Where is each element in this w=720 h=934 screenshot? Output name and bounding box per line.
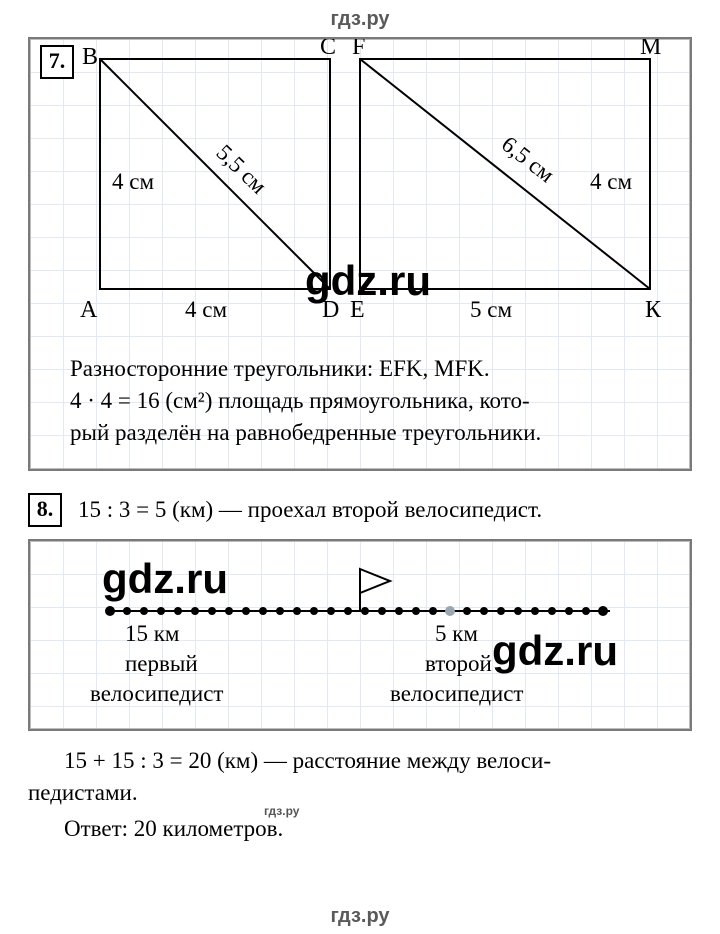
seg2-km: 5 км [435, 621, 478, 646]
rect-right-side: 4 см [590, 169, 632, 194]
seg2-who2: велосипедист [390, 681, 524, 706]
task8-diagram: 15 км первый велосипедист 5 км второй ве… [30, 541, 690, 729]
square-bottom-side: 4 см [185, 297, 227, 322]
task8-intro: 15 : 3 = 5 (км) — проехал второй велосип… [78, 497, 542, 523]
task7-ans-line1: Разносторонние треугольники: EFK, MFK. [70, 353, 668, 385]
seg1-who2: велосипедист [90, 681, 224, 706]
vertex-M: M [640, 39, 661, 60]
page-footer: гдз.ру [0, 905, 720, 928]
vertex-F: F [352, 39, 365, 60]
seg2-who1: второй [425, 651, 492, 676]
vertex-K: К [645, 297, 662, 323]
vertex-B: B [82, 44, 98, 70]
seg1-who1: первый [125, 651, 198, 676]
task7-geometry: B C A D 4 см 4 см 5,5 см F M E К 4 см 5 … [30, 39, 690, 339]
task7-answer: Разносторонние треугольники: EFK, MFK. 4… [30, 339, 690, 466]
vertex-D: D [322, 297, 339, 323]
task8-number: 8. [28, 493, 62, 527]
square-left-side: 4 см [112, 169, 154, 194]
vertex-A: A [80, 297, 98, 323]
task8-frame: 15 км первый велосипедист 5 км второй ве… [28, 539, 692, 731]
page-header: гдз.ру [0, 0, 720, 37]
task8-post: 15 + 15 : 3 = 20 (км) — расстояние между… [64, 745, 692, 846]
task8-post-line2: педистами. [28, 777, 692, 809]
rect-diag: 6,5 см [497, 131, 559, 187]
task7-ans-line3: рый разделён на равнобедренные треугольн… [70, 417, 668, 449]
rect-bottom-side: 5 см [470, 297, 512, 322]
task7-frame: 7. B C A D 4 см 4 см 5,5 см F M E К 4 см… [28, 37, 692, 471]
task8-row: 8. 15 : 3 = 5 (км) — проехал второй вело… [28, 493, 692, 527]
square-diag: 5,5 см [212, 140, 272, 199]
vertex-E: E [350, 297, 365, 323]
task8-post-line3: Ответ: 20 километров. [64, 813, 692, 845]
task7-ans-line2: 4 · 4 = 16 (см²) площадь прямоугольника,… [70, 385, 668, 417]
task8-post-line1: 15 + 15 : 3 = 20 (км) — расстояние между… [64, 745, 692, 777]
vertex-C: C [320, 39, 336, 60]
seg1-km: 15 км [125, 621, 180, 646]
